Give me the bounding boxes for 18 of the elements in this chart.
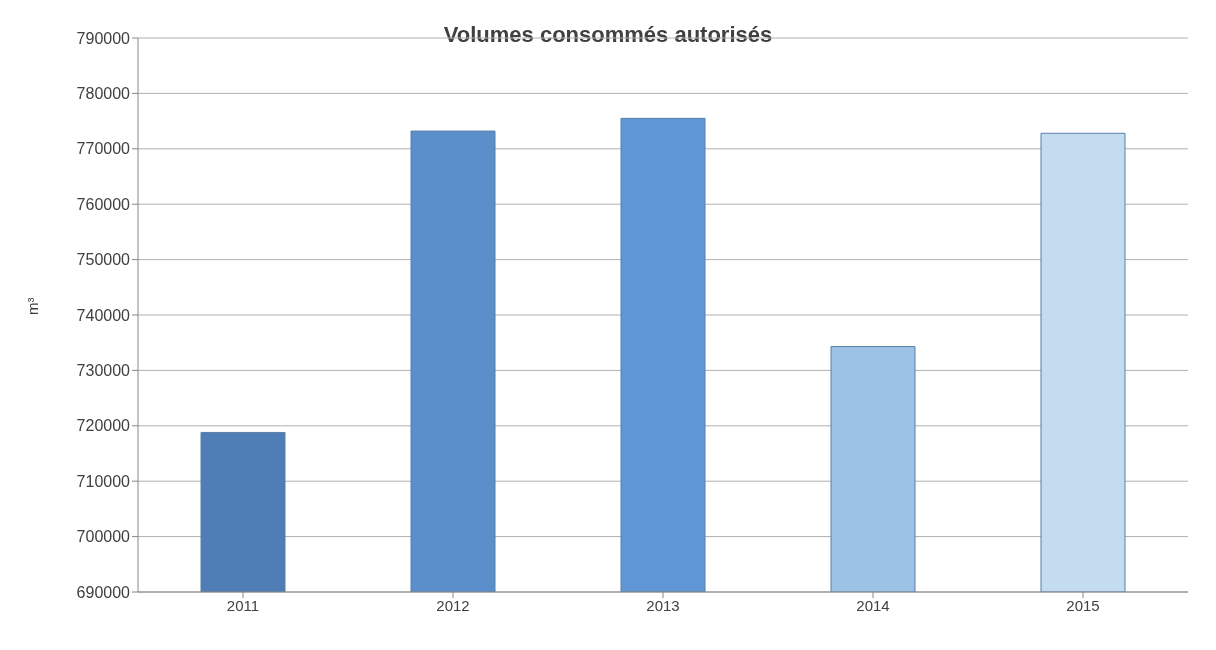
x-tick-label: 2015 [1066,596,1100,614]
y-tick-label: 720000 [76,417,131,435]
chart-title: Volumes consommés autorisés [443,22,773,47]
y-tick-label: 740000 [76,306,131,324]
y-tick-label: 780000 [76,85,131,103]
y-axis-title: m³ [24,297,42,315]
y-tick-label: 790000 [76,29,131,47]
y-tick-label: 730000 [76,362,131,380]
y-tick-label: 710000 [76,472,131,490]
y-tick-label: 770000 [76,140,131,158]
y-tick-label: 760000 [76,195,131,213]
y-tick-label: 690000 [76,583,131,601]
x-tick-label: 2013 [646,596,680,614]
x-tick-label: 2014 [856,596,890,614]
x-tick-label: 2012 [436,596,470,614]
x-tick-label: 2011 [226,596,260,614]
y-tick-label: 750000 [76,251,131,269]
y-tick-label: 700000 [76,528,131,546]
